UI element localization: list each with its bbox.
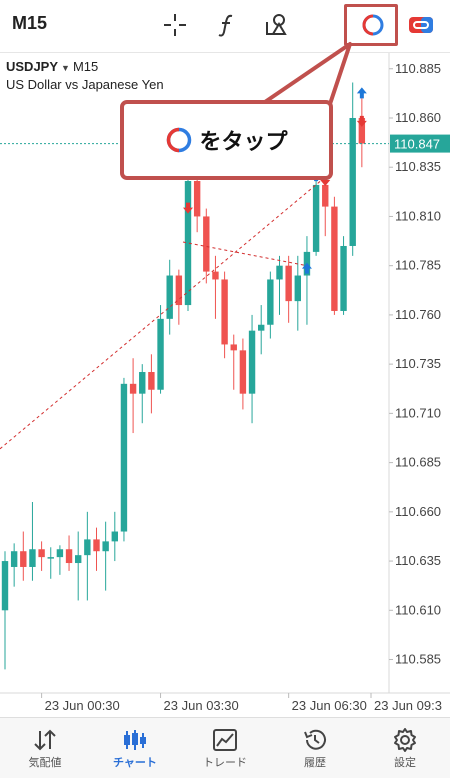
symbol-header: USDJPY ▼ M15 (6, 59, 98, 74)
buy-arrow-icon (301, 262, 312, 274)
instruction-callout: をタップ (120, 100, 333, 180)
symbol-name[interactable]: USDJPY (6, 59, 59, 74)
buy-arrow-icon (356, 87, 367, 99)
candle-body (84, 539, 91, 556)
price-tick-label: 110.685 (395, 455, 441, 470)
candle-body (221, 279, 228, 345)
current-price-label: 110.847 (394, 137, 440, 152)
candle-body (285, 265, 292, 302)
candle-body (157, 318, 164, 390)
price-tick-label: 110.735 (395, 356, 441, 371)
candle-body (56, 549, 64, 558)
candle-body (322, 184, 329, 207)
candle-body (47, 557, 54, 559)
candle-body (120, 383, 128, 532)
candle-body (102, 541, 109, 552)
trend-line (0, 176, 326, 450)
candle-body (29, 549, 36, 567)
candle-body (358, 117, 366, 144)
nav-settings[interactable]: 設定 (360, 718, 450, 778)
sell-arrow-icon (356, 115, 367, 127)
timeframe-button[interactable]: M15 (12, 13, 48, 33)
candle-body (10, 551, 18, 567)
price-tick-label: 110.760 (395, 307, 441, 322)
candle-body (294, 275, 301, 302)
symbol-dropdown-icon[interactable]: ▼ (61, 63, 70, 73)
price-tick-label: 110.810 (395, 208, 441, 223)
candle-body (239, 350, 247, 394)
candle-body (312, 184, 320, 252)
time-tick-label: 23 Jun 03:30 (164, 698, 239, 713)
price-chart[interactable]: 110.885 110.860 110.835 110.810 110.785 110.7… (0, 53, 450, 717)
candle-body (203, 216, 210, 272)
candle-body (230, 344, 237, 351)
nav-label: チャート (113, 757, 157, 769)
highlight-box (344, 4, 398, 46)
candle-body (38, 549, 45, 558)
nav-label: 設定 (394, 757, 416, 769)
candle-body (212, 271, 219, 280)
candle-body (193, 181, 201, 217)
candle-body (111, 531, 118, 542)
price-tick-label: 110.785 (395, 258, 441, 273)
candle-body (93, 539, 100, 552)
one-click-trading-icon[interactable] (358, 10, 388, 40)
bottom-navigation: 気配値 チャート トレード (0, 717, 450, 778)
candle-body (349, 117, 356, 246)
candle-body (139, 372, 146, 394)
price-tick-label: 110.610 (395, 602, 441, 617)
time-tick-label: 23 Jun 00:30 (45, 698, 120, 713)
history-icon (302, 726, 328, 754)
nav-history[interactable]: 履歴 (270, 718, 360, 778)
top-toolbar: M15 (0, 0, 450, 53)
price-tick-label: 110.710 (395, 405, 441, 420)
candle-body (340, 245, 347, 311)
price-tick-label: 110.585 (395, 652, 441, 667)
trade-icon (212, 726, 238, 754)
sell-arrow-icon (320, 175, 331, 186)
price-tick-label: 110.860 (395, 110, 441, 125)
price-tick-label: 110.835 (395, 159, 441, 174)
more-icon[interactable] (406, 10, 436, 40)
candle-body (258, 324, 265, 331)
one-click-trading-icon (167, 127, 192, 153)
candle-body (1, 561, 9, 611)
crosshair-icon[interactable] (160, 10, 190, 40)
candle-body (75, 555, 82, 564)
indicators-icon[interactable] (212, 10, 242, 40)
time-tick-label: 23 Jun 06:30 (292, 698, 367, 713)
candle-body (248, 330, 256, 394)
current-price-badge (390, 134, 450, 153)
candle-body (331, 206, 338, 311)
nav-quotes[interactable]: 気配値 (0, 718, 90, 778)
candle-body (148, 372, 155, 390)
nav-label: 気配値 (28, 757, 62, 769)
candle-body (166, 275, 173, 319)
sell-arrow-icon (183, 202, 193, 214)
candle-body (20, 551, 27, 567)
nav-label: トレード (203, 757, 247, 769)
objects-icon[interactable] (262, 10, 292, 40)
chart-icon (122, 726, 148, 754)
candle-body (184, 181, 192, 306)
candle-body (65, 549, 73, 564)
symbol-description: US Dollar vs Japanese Yen (6, 77, 164, 92)
symbol-timeframe: M15 (72, 59, 99, 74)
candle-body (129, 383, 137, 394)
callout-text: をタップ (199, 129, 288, 154)
nav-label: 履歴 (304, 757, 326, 769)
candle-body (267, 279, 274, 325)
quotes-icon (32, 726, 58, 754)
nav-trade[interactable]: トレード (180, 718, 270, 778)
chart-canvas[interactable]: 110.885 110.860 110.835 110.810 110.785 110.7… (0, 53, 450, 717)
settings-icon (392, 726, 418, 754)
price-tick-label: 110.885 (395, 61, 441, 76)
price-tick-label: 110.635 (395, 553, 441, 568)
candle-body (276, 265, 283, 280)
time-tick-label: 23 Jun 09:3 (374, 698, 442, 713)
nav-chart[interactable]: チャート (90, 718, 180, 778)
candle-body (175, 275, 183, 306)
price-tick-label: 110.660 (395, 504, 441, 519)
